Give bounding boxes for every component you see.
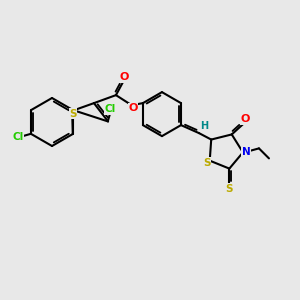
Text: S: S <box>203 158 211 168</box>
Text: O: O <box>128 103 138 113</box>
Text: S: S <box>69 109 77 119</box>
Text: Cl: Cl <box>13 132 24 142</box>
Text: N: N <box>242 147 250 158</box>
Text: S: S <box>226 184 233 194</box>
Text: Cl: Cl <box>104 104 116 115</box>
Text: H: H <box>200 121 208 131</box>
Text: O: O <box>119 72 129 82</box>
Text: O: O <box>240 114 249 124</box>
